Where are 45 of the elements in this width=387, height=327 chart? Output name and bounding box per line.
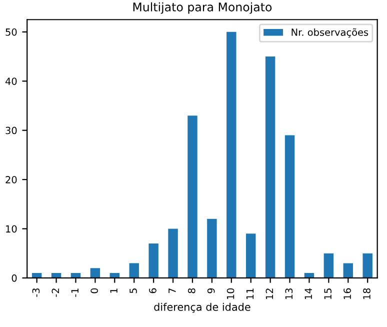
- y-tick-label: 0: [12, 274, 17, 282]
- bar: [188, 116, 198, 278]
- y-tick-label: 30: [6, 126, 17, 134]
- legend-label: Nr. observações: [292, 28, 368, 38]
- x-tick-label: 1: [110, 288, 118, 293]
- x-tick-label: -1: [71, 288, 78, 297]
- x-tick-label: 6: [149, 288, 156, 294]
- x-tick-label: 15: [324, 288, 332, 299]
- x-tick-label: 9: [207, 288, 215, 294]
- x-tick-label: 8: [188, 288, 196, 294]
- bar: [304, 273, 314, 278]
- x-tick-label: -2: [52, 288, 59, 297]
- bar: [168, 228, 178, 278]
- chart-title: Multijato para Monojato: [133, 2, 272, 14]
- bar: [110, 273, 120, 278]
- y-tick-label: 10: [6, 225, 17, 233]
- x-tick-label: 11: [246, 288, 254, 299]
- bar: [324, 253, 334, 278]
- bar: [90, 268, 100, 278]
- x-tick-label: 14: [304, 288, 312, 299]
- x-tick-label: 0: [90, 288, 98, 294]
- bar: [246, 234, 256, 278]
- y-tick-label: 40: [5, 78, 17, 85]
- x-tick-label: 13: [285, 288, 293, 299]
- bar: [226, 32, 236, 278]
- bar: [129, 263, 139, 278]
- y-tick-label: 20: [6, 176, 17, 184]
- bar: [32, 273, 42, 278]
- x-tick-label: 5: [130, 288, 137, 294]
- x-tick-label: 10: [226, 288, 234, 299]
- x-tick-label: 7: [168, 288, 176, 294]
- bar: [343, 263, 354, 278]
- bar: [70, 273, 81, 278]
- bar: [284, 135, 295, 278]
- x-axis-title: diferença de idade: [154, 302, 250, 313]
- bar: [265, 56, 276, 278]
- bar: [362, 253, 372, 278]
- x-tick-label: 18: [363, 288, 370, 299]
- x-tick-label: 16: [344, 288, 351, 299]
- y-tick-label: 50: [6, 28, 17, 36]
- bar: [207, 218, 217, 278]
- x-tick-label: -3: [32, 288, 40, 297]
- bar: [148, 244, 158, 278]
- bar: [51, 273, 62, 278]
- x-tick-label: 12: [266, 288, 273, 299]
